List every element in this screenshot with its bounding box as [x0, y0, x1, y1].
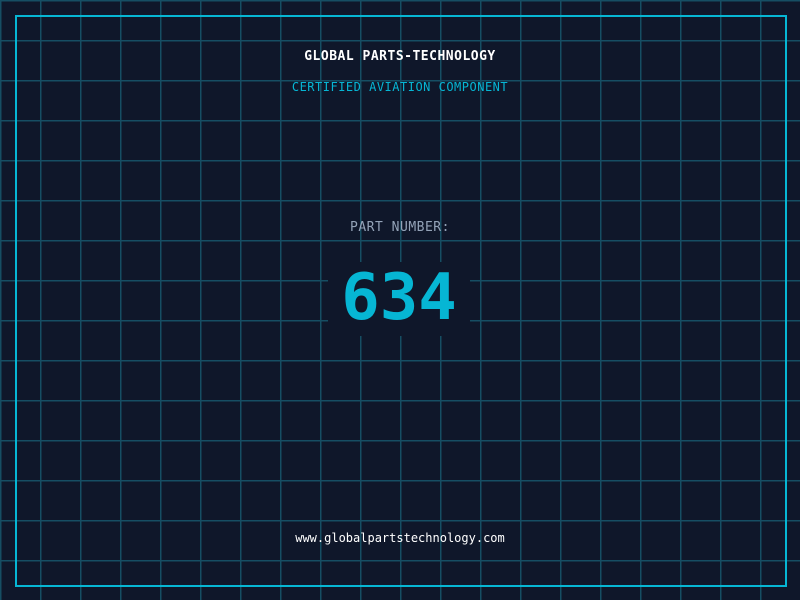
part-number-value: 634: [341, 261, 457, 335]
subtitle: CERTIFIED AVIATION COMPONENT: [291, 80, 509, 94]
part-number-label: PART NUMBER:: [350, 220, 450, 235]
company-title: GLOBAL PARTS-TECHNOLOGY: [304, 49, 496, 64]
border-frame: [15, 15, 787, 587]
part-number-box: 634: [328, 261, 470, 336]
website-url: www.globalpartstechnology.com: [295, 531, 505, 545]
